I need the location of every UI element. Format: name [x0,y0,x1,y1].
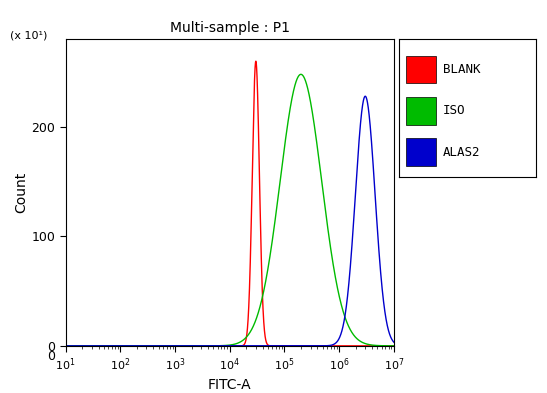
Bar [406,138,436,166]
Bar [406,97,436,125]
Text: (x 10¹): (x 10¹) [10,30,47,40]
Y-axis label: Count: Count [15,172,28,213]
X-axis label: FITC-A: FITC-A [208,378,252,393]
Text: ALAS2: ALAS2 [443,145,481,159]
Text: BLANK: BLANK [443,63,481,76]
Text: 0: 0 [47,351,55,364]
Bar [406,56,436,83]
Title: Multi-sample : P1: Multi-sample : P1 [170,21,290,35]
Text: ISO: ISO [443,104,465,118]
